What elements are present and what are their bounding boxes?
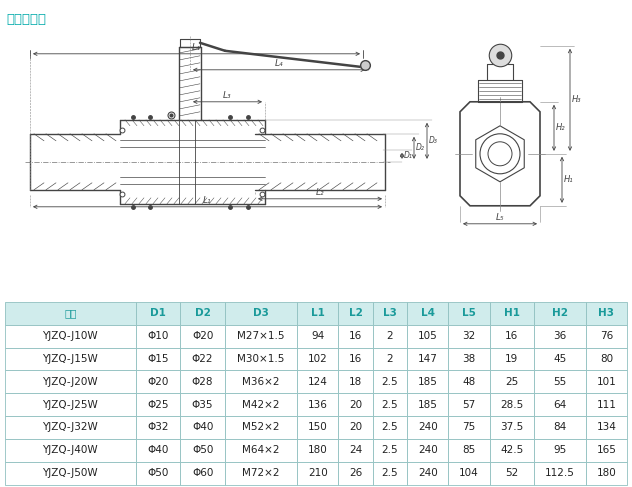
Text: H₂: H₂: [556, 123, 566, 132]
Text: L₄: L₄: [275, 59, 283, 68]
Text: L₂: L₂: [316, 188, 324, 197]
Text: L₃: L₃: [223, 91, 232, 100]
Text: H₃: H₃: [572, 95, 581, 104]
Text: L₅: L₅: [495, 213, 504, 222]
Text: D₁: D₁: [404, 151, 413, 160]
Text: L₁: L₁: [203, 196, 212, 205]
Text: D₃: D₃: [429, 136, 438, 145]
Text: 外螺纹连接: 外螺纹连接: [6, 13, 46, 26]
Text: D₂: D₂: [416, 143, 425, 152]
Text: L₄: L₄: [192, 43, 201, 52]
Text: H₁: H₁: [564, 175, 574, 184]
